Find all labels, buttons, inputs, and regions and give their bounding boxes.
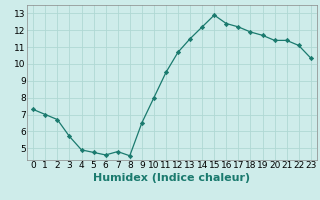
X-axis label: Humidex (Indice chaleur): Humidex (Indice chaleur) [93, 173, 251, 183]
